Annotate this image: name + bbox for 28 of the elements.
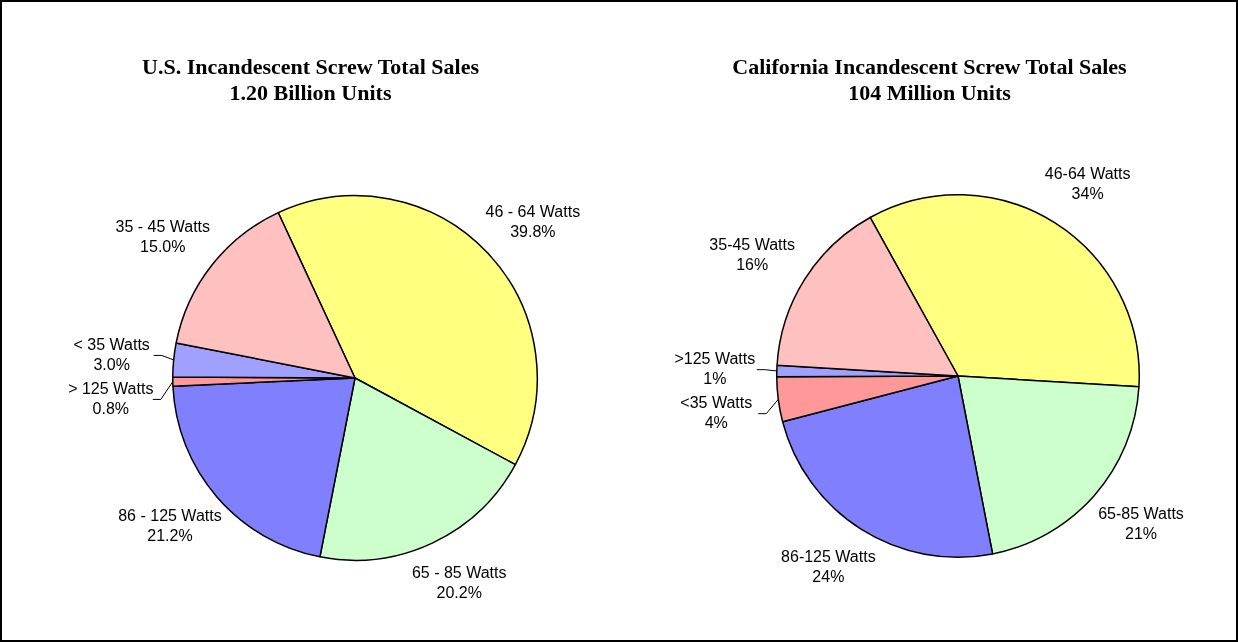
slice-label: 65-85 Watts: [1098, 505, 1184, 523]
slice-label: <35 Watts: [680, 394, 753, 412]
data-label: 15.0%: [140, 238, 186, 256]
slice-label: 35-45 Watts: [709, 235, 795, 253]
data-label: 34%: [1071, 184, 1104, 202]
slice-label: 46 - 64 Watts: [485, 202, 581, 220]
slice-label: 35 - 45 Watts: [115, 218, 211, 236]
data-label: 39.8%: [510, 222, 556, 240]
chart-title: U.S. Incandescent Screw Total Sales: [141, 54, 480, 80]
slice-label: > 125 Watts: [68, 379, 154, 397]
data-label: 20.2%: [436, 583, 482, 601]
data-label: 0.8%: [92, 399, 130, 417]
slice-label: 65 - 85 Watts: [411, 563, 507, 581]
slice-label: >125 Watts: [674, 350, 756, 368]
slice-label: 86-125 Watts: [781, 547, 876, 565]
chart-subtitle: 1.20 Billion Units: [228, 80, 393, 106]
slice-label: 86 - 125 Watts: [118, 506, 222, 524]
data-label: 24%: [812, 567, 845, 585]
data-label: 3.0%: [93, 355, 130, 373]
data-label: 16%: [736, 255, 769, 273]
slice-label: < 35 Watts: [73, 335, 150, 353]
data-label: 1%: [703, 370, 727, 388]
data-label: 4%: [704, 414, 728, 432]
chart-subtitle: 104 Million Units: [847, 80, 1012, 106]
data-label: 21%: [1125, 525, 1158, 543]
slice-label: 46-64 Watts: [1044, 164, 1131, 182]
data-label: 21.2%: [147, 526, 193, 544]
chart-title: California Incandescent Screw Total Sales: [731, 54, 1128, 80]
